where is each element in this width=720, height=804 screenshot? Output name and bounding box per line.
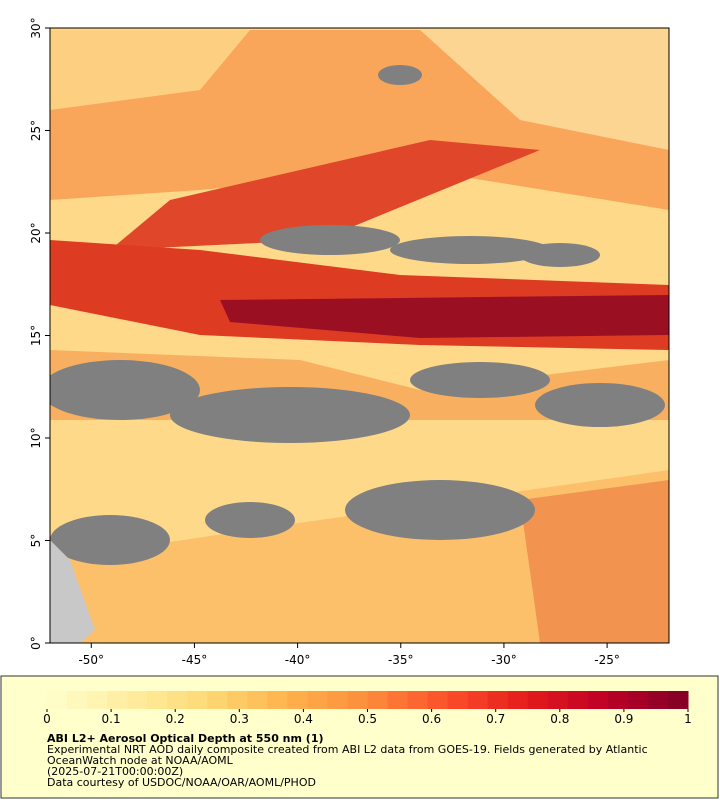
colorbar-cell [667,691,689,709]
colorbar-cell [427,691,449,709]
caption-line: Data courtesy of USDOC/NOAA/OAR/AOML/PHO… [47,776,316,789]
x-tick-label: -25° [594,653,620,667]
colorbar-cell [307,691,328,709]
colorbar-cell [387,691,409,709]
colorbar-cell [587,691,609,709]
colorbar-cell [127,691,148,709]
colorbar-tick-label: 0 [43,712,51,726]
caption-title: ABI L2+ Aerosol Optical Depth at 550 nm … [47,732,324,745]
y-tick-label: 30° [29,17,43,38]
colorbar-cell [567,691,589,709]
colorbar-cell [287,691,308,709]
y-tick-label: 5° [29,534,43,548]
colorbar-cell [87,691,108,709]
colorbar-cell [227,691,248,709]
colorbar-tick-label: 0.4 [294,712,313,726]
colorbar-cell [207,691,228,709]
colorbar-tick-label: 0.5 [358,712,377,726]
colorbar-tick-label: 0.6 [422,712,441,726]
colorbar-tick-label: 0.2 [166,712,185,726]
colorbar-cell [187,691,208,709]
colorbar-cell [147,691,168,709]
colorbar-cell [447,691,469,709]
colorbar-cell [107,691,128,709]
x-tick-label: -30° [491,653,517,667]
colorbar-tick-label: 0.3 [230,712,249,726]
colorbar-cell [467,691,489,709]
colorbar-tick-label: 1 [684,712,692,726]
colorbar-cell [627,691,649,709]
colorbar-cell [167,691,188,709]
colorbar-tick-label: 0.8 [550,712,569,726]
y-tick-label: 20° [29,222,43,243]
x-tick-label: -45° [182,653,208,667]
y-tick-label: 10° [29,427,43,448]
colorbar-cell [507,691,529,709]
colorbar-cell [47,691,68,709]
colorbar-tick-label: 0.1 [102,712,121,726]
x-tick-label: -40° [285,653,311,667]
colorbar-cell [247,691,268,709]
x-tick-label: -50° [78,653,104,667]
colorbar-cell [607,691,629,709]
colorbar-cell [67,691,88,709]
colorbar-cell [647,691,669,709]
y-tick-label: 25° [29,120,43,141]
y-tick-label: 15° [29,325,43,346]
caption-line: OceanWatch node at NOAA/AOML [47,754,234,767]
colorbar-cell [347,691,368,709]
colorbar-tick-label: 0.9 [614,712,633,726]
colorbar-cell [367,691,389,709]
colorbar-tick-label: 0.7 [486,712,505,726]
colorbar-cell [527,691,549,709]
y-tick-label: 0° [29,636,43,650]
colorbar-cell [407,691,429,709]
colorbar-cell [547,691,569,709]
colorbar-cell [327,691,348,709]
caption-line: (2025-07-21T00:00:00Z) [47,765,183,778]
x-tick-label: -35° [388,653,414,667]
caption-line: Experimental NRT AOD daily composite cre… [47,743,648,756]
colorbar-cell [487,691,509,709]
aod-field [50,28,669,643]
colorbar-cell [267,691,288,709]
